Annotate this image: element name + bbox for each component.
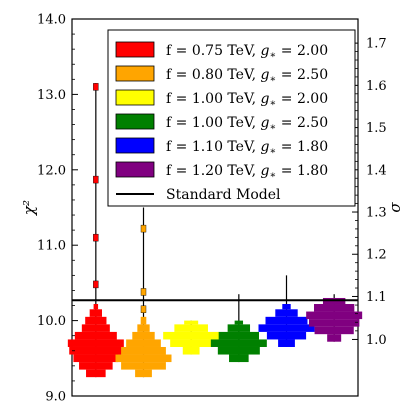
histogram-bin — [81, 324, 110, 332]
y2-tick-label: 1.7 — [366, 37, 387, 52]
histogram-bin — [227, 324, 251, 332]
y2-tick-label: 1.0 — [366, 333, 387, 348]
histogram-bin — [121, 346, 166, 355]
histogram-bin — [74, 331, 117, 340]
histogram-bin — [79, 362, 113, 370]
histogram-bin — [140, 316, 147, 325]
histogram-bin — [73, 354, 119, 363]
histogram-bin — [174, 324, 208, 332]
violin-4 — [210, 294, 267, 363]
legend-label: f = 1.20 TeV, g∗ = 1.80 — [166, 163, 328, 181]
histogram-bin — [86, 369, 106, 378]
histogram-bin — [275, 309, 298, 317]
y2-tick-label: 1.4 — [366, 163, 387, 178]
histogram-bin — [278, 339, 295, 347]
violin-1 — [67, 83, 124, 378]
outlier-marker — [140, 224, 147, 233]
histogram-bin — [85, 316, 107, 325]
y-tick-label: 13.0 — [37, 88, 66, 103]
histogram-bin — [69, 346, 123, 355]
histogram-bin — [229, 354, 249, 363]
histogram-bin — [314, 326, 354, 335]
histogram-bin — [163, 331, 220, 340]
legend-label: f = 1.10 TeV, g∗ = 1.80 — [166, 139, 328, 157]
histogram-bin — [308, 319, 360, 327]
y2-tick-label: 1.6 — [366, 79, 387, 94]
histogram-bin — [210, 339, 267, 347]
histogram-bin — [132, 331, 155, 340]
legend: f = 0.75 TeV, g∗ = 2.00 f = 0.80 TeV, g∗ … — [107, 29, 356, 207]
legend-label-standard-model: Standard Model — [166, 187, 281, 203]
y-axis-label: χ² — [20, 200, 38, 216]
histogram-bin — [126, 339, 161, 347]
outlier-marker — [93, 280, 99, 289]
violins — [67, 83, 363, 378]
y-tick-label: 11.0 — [37, 239, 66, 254]
histogram-bin — [93, 304, 99, 310]
histogram-bin — [135, 369, 152, 378]
legend-label: f = 0.80 TeV, g∗ = 2.50 — [166, 67, 328, 85]
histogram-bin — [184, 320, 199, 325]
histogram-bin — [258, 324, 315, 332]
legend-label: f = 0.75 TeV, g∗ = 2.00 — [166, 43, 328, 61]
histogram-bin — [89, 309, 102, 317]
plot-area — [71, 18, 359, 397]
histogram-bin — [306, 311, 363, 320]
histogram-bin — [217, 346, 260, 355]
legend-swatch — [115, 89, 155, 106]
histogram-bin — [266, 331, 307, 340]
plot-frame — [71, 18, 359, 397]
legend-swatch — [115, 113, 155, 130]
y2-axis-label: σ — [386, 202, 404, 213]
violin-3 — [163, 320, 220, 355]
histogram-bin — [67, 339, 124, 347]
y2-tick-label: 1.2 — [366, 248, 387, 263]
outlier-marker — [93, 83, 99, 91]
y2-tick-label: 1.3 — [366, 206, 387, 221]
histogram-bin — [115, 354, 172, 363]
histogram-bin — [137, 324, 150, 332]
y-tick-label: 10.0 — [37, 314, 66, 329]
outlier-marker — [140, 288, 147, 296]
violin-5 — [258, 275, 315, 347]
y-tick-label: 14.0 — [37, 13, 66, 28]
histogram-bin — [234, 320, 244, 325]
histogram-bin — [121, 362, 166, 370]
violin-2 — [115, 207, 172, 378]
legend-label: f = 1.00 TeV, g∗ = 2.50 — [166, 115, 328, 133]
histogram-bin — [314, 304, 355, 312]
outlier-marker — [140, 305, 147, 313]
y2-tick-label: 1.1 — [366, 290, 387, 305]
outlier-marker — [93, 233, 99, 242]
legend-swatch — [115, 137, 155, 154]
histogram-bin — [218, 331, 259, 340]
y2-tick-label: 1.5 — [366, 121, 387, 136]
legend-swatch — [115, 65, 155, 82]
histogram-bin — [282, 304, 291, 310]
y-tick-label: 9.0 — [45, 390, 66, 405]
legend-label: f = 1.00 TeV, g∗ = 2.00 — [166, 91, 328, 109]
histogram-bin — [182, 346, 200, 355]
axes: 9.0 10.0 11.0 12.0 13.0 14.0 1.0 1.1 1.2 1.3 1.4 1.… — [37, 13, 387, 405]
outlier-marker — [93, 175, 99, 184]
histogram-bin — [327, 334, 342, 342]
legend-swatch — [115, 161, 155, 178]
legend-swatch — [115, 41, 155, 58]
histogram-bin — [265, 316, 308, 325]
y-tick-label: 12.0 — [37, 163, 66, 178]
histogram-bin — [170, 339, 213, 347]
